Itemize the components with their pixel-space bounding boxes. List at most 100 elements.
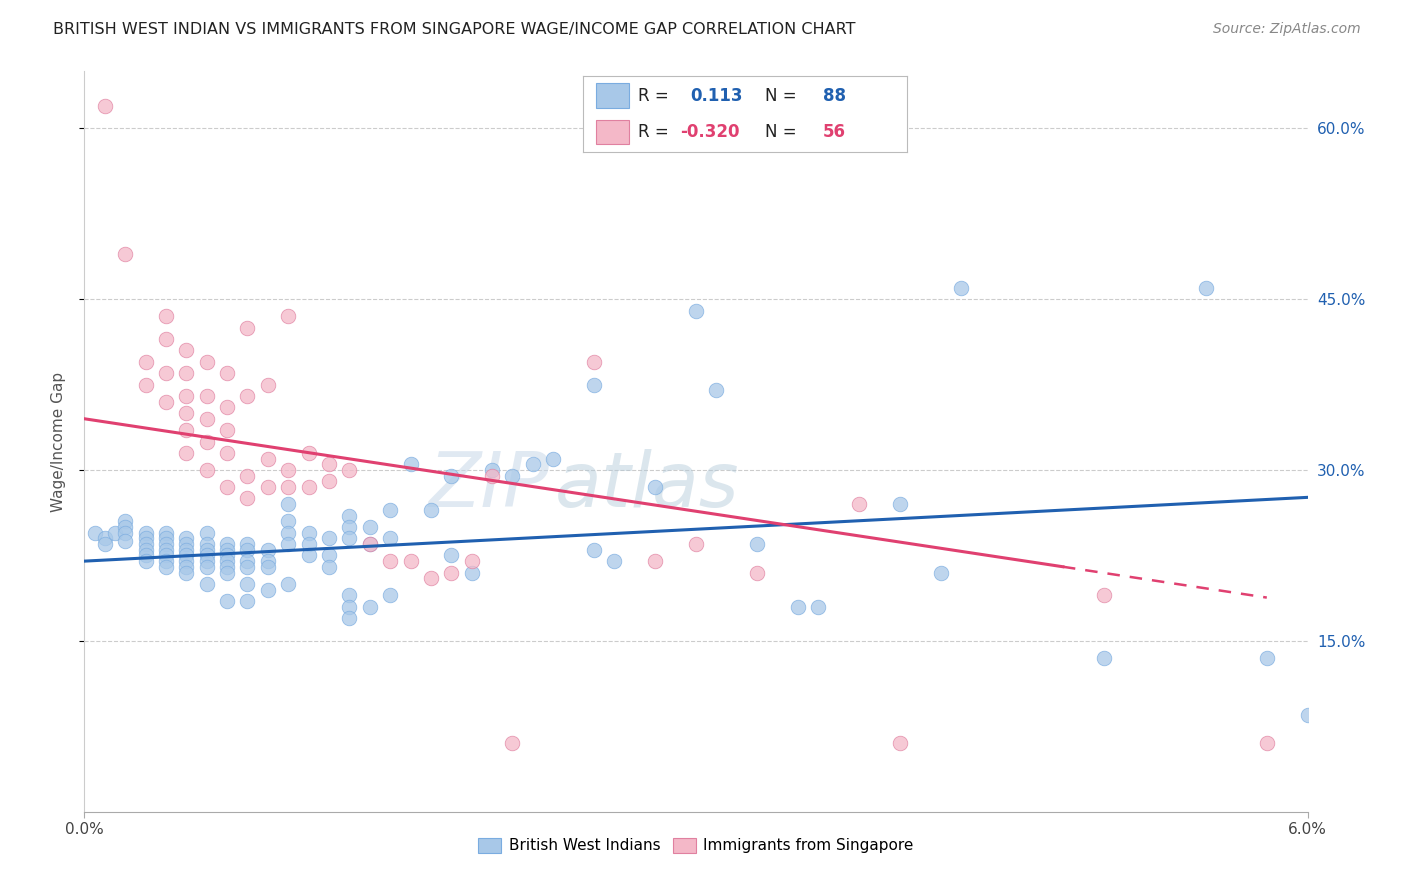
- Point: [155, 332, 177, 346]
- Point: [359, 520, 381, 534]
- Point: [155, 366, 177, 380]
- Text: Source: ZipAtlas.com: Source: ZipAtlas.com: [1213, 22, 1361, 37]
- Point: [114, 246, 136, 260]
- Point: [277, 310, 299, 324]
- Point: [176, 549, 198, 563]
- Point: [83, 525, 105, 540]
- Bar: [596, 120, 628, 144]
- Point: [257, 582, 280, 597]
- Point: [195, 537, 218, 551]
- Point: [114, 520, 136, 534]
- Point: [257, 480, 280, 494]
- Point: [155, 310, 177, 324]
- Point: [298, 480, 321, 494]
- Point: [195, 355, 218, 369]
- Point: [339, 463, 361, 477]
- Point: [1296, 707, 1319, 722]
- Point: [257, 377, 280, 392]
- Point: [277, 525, 299, 540]
- Point: [380, 554, 402, 568]
- Point: [257, 554, 280, 568]
- Point: [217, 480, 239, 494]
- Point: [217, 549, 239, 563]
- Point: [114, 525, 136, 540]
- Point: [277, 463, 299, 477]
- Point: [155, 525, 177, 540]
- Point: [747, 566, 769, 580]
- Point: [583, 355, 606, 369]
- Point: [339, 588, 361, 602]
- Point: [217, 566, 239, 580]
- Point: [257, 451, 280, 466]
- Point: [481, 463, 503, 477]
- Text: atlas: atlas: [555, 449, 740, 523]
- Point: [603, 554, 626, 568]
- Point: [298, 446, 321, 460]
- Text: 56: 56: [823, 123, 846, 141]
- Point: [176, 423, 198, 437]
- Point: [217, 446, 239, 460]
- Point: [298, 549, 321, 563]
- Point: [195, 542, 218, 557]
- Point: [1195, 281, 1218, 295]
- Point: [236, 389, 259, 403]
- Point: [339, 599, 361, 614]
- Point: [277, 497, 299, 511]
- Point: [298, 525, 321, 540]
- Point: [583, 377, 606, 392]
- Point: [195, 525, 218, 540]
- Point: [135, 377, 157, 392]
- Point: [236, 537, 259, 551]
- Point: [236, 491, 259, 506]
- Point: [685, 537, 707, 551]
- Point: [195, 559, 218, 574]
- Point: [236, 554, 259, 568]
- Point: [114, 533, 136, 548]
- Point: [155, 537, 177, 551]
- Point: [1092, 651, 1115, 665]
- Point: [787, 599, 810, 614]
- Point: [135, 549, 157, 563]
- Point: [1092, 588, 1115, 602]
- Point: [104, 525, 127, 540]
- Point: [135, 537, 157, 551]
- Point: [706, 384, 728, 398]
- Point: [339, 520, 361, 534]
- Point: [176, 554, 198, 568]
- Point: [359, 599, 381, 614]
- Point: [461, 554, 484, 568]
- Point: [176, 446, 198, 460]
- Point: [929, 566, 952, 580]
- Point: [440, 566, 463, 580]
- Point: [318, 475, 340, 489]
- Point: [195, 389, 218, 403]
- Point: [217, 542, 239, 557]
- Point: [807, 599, 830, 614]
- Point: [176, 343, 198, 358]
- Point: [543, 451, 565, 466]
- Point: [176, 406, 198, 420]
- Point: [176, 532, 198, 546]
- Point: [155, 549, 177, 563]
- Text: R =: R =: [638, 123, 669, 141]
- Point: [644, 554, 666, 568]
- Point: [1256, 736, 1278, 750]
- Point: [195, 411, 218, 425]
- Point: [176, 542, 198, 557]
- Text: 88: 88: [823, 87, 846, 104]
- Point: [380, 503, 402, 517]
- Point: [502, 736, 524, 750]
- Point: [217, 554, 239, 568]
- Point: [176, 537, 198, 551]
- Point: [1256, 651, 1278, 665]
- Point: [195, 554, 218, 568]
- Text: 0.113: 0.113: [690, 87, 742, 104]
- Point: [176, 366, 198, 380]
- Point: [217, 559, 239, 574]
- Point: [747, 537, 769, 551]
- Point: [236, 577, 259, 591]
- Point: [155, 554, 177, 568]
- Point: [217, 423, 239, 437]
- Point: [114, 514, 136, 528]
- Point: [135, 525, 157, 540]
